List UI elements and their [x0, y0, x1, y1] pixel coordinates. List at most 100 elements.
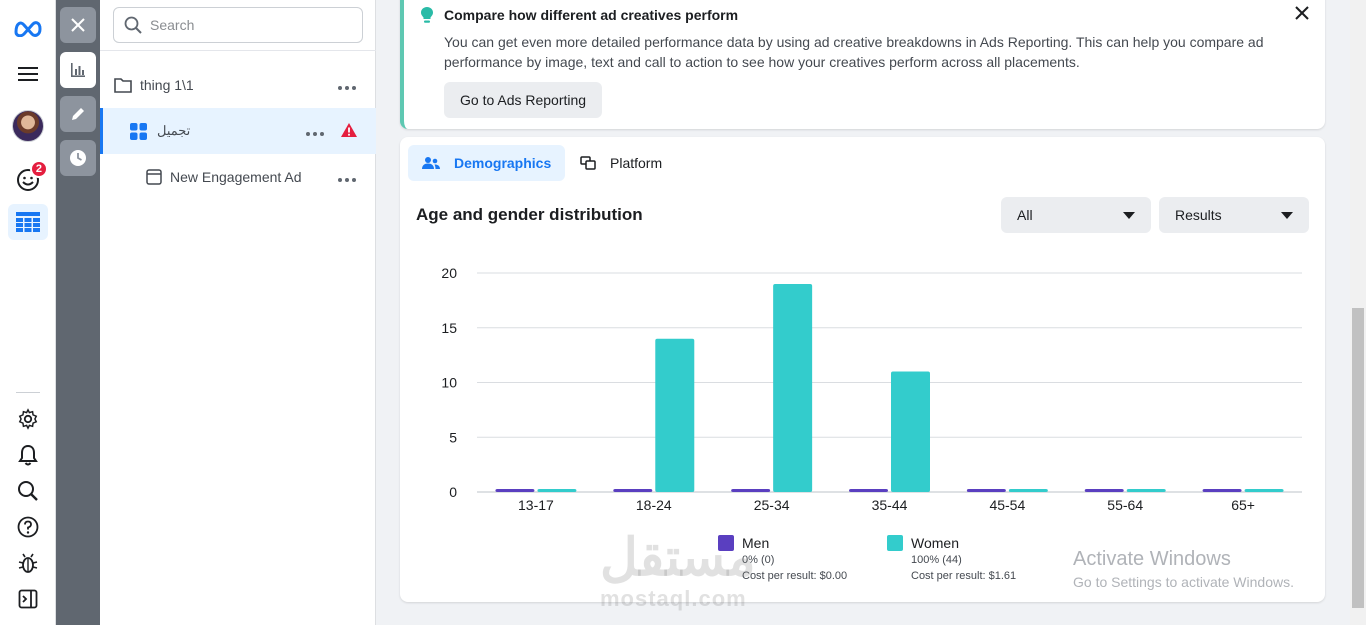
bar-men-65+ [1202, 489, 1242, 492]
main-content: Compare how different ad creatives perfo… [376, 0, 1350, 625]
hamburger-menu-icon[interactable] [8, 56, 48, 92]
folder-icon [114, 78, 132, 93]
platform-icon [580, 156, 596, 170]
page-scrollbar[interactable] [1350, 0, 1366, 625]
chart-title: Age and gender distribution [416, 205, 643, 224]
search-icon [124, 16, 142, 34]
bar-men-25-34 [731, 489, 771, 492]
search-box[interactable] [113, 7, 363, 43]
x-tick-label: 13-17 [518, 497, 554, 513]
bar-women-18-24 [655, 338, 695, 492]
lightbulb-icon [420, 6, 434, 29]
bar-men-55-64 [1084, 489, 1124, 492]
bell-icon[interactable] [8, 437, 48, 473]
bar-men-13-17 [495, 489, 535, 492]
notification-badge: 2 [29, 160, 48, 178]
rail-divider [16, 392, 40, 393]
legend-item-men: Men 0% (0) Cost per result: $0.00 [718, 534, 847, 584]
bar-women-65+ [1244, 489, 1284, 492]
bar-women-35-44 [891, 371, 930, 492]
search-input[interactable] [150, 17, 350, 33]
x-tick-label: 35-44 [872, 497, 908, 513]
breakdown-panel: Demographics Platform Age and gender dis… [400, 137, 1325, 602]
legend-cost: Cost per result: $1.61 [911, 570, 1017, 582]
tab-platform[interactable]: Platform [566, 145, 676, 181]
user-avatar[interactable] [8, 108, 48, 144]
close-icon[interactable] [60, 7, 96, 43]
metric-dropdown-value: Results [1175, 207, 1222, 223]
age-gender-bar-chart: 0 5 10 15 20 13-17 18-24 25-34 35-44 45-54 55-64 65… [441, 265, 1302, 513]
legend-swatch-men [718, 535, 734, 551]
y-tick-label: 10 [441, 375, 457, 391]
bar-women-25-34 [773, 283, 813, 492]
bug-icon[interactable] [8, 545, 48, 581]
filter-dropdown[interactable]: All [1001, 197, 1151, 233]
legend-swatch-women [887, 535, 903, 551]
ad-name: New Engagement Ad [170, 169, 302, 185]
settings-gear-icon[interactable] [8, 401, 48, 437]
global-nav-rail: 2 [0, 0, 56, 625]
caret-down-icon [1123, 211, 1135, 219]
pencil-icon[interactable] [60, 96, 96, 132]
editor-tool-rail [56, 0, 100, 625]
scrollbar-thumb[interactable] [1352, 308, 1364, 608]
y-tick-label: 5 [449, 429, 457, 445]
clock-icon[interactable] [60, 140, 96, 176]
tree-item-campaign[interactable]: thing 1\1 [100, 62, 376, 108]
filter-dropdown-value: All [1017, 207, 1033, 223]
bar-men-45-54 [966, 489, 1006, 492]
mostaql-watermark-arabic: مستقل [600, 529, 756, 587]
bar-chart-icon[interactable] [60, 52, 96, 88]
tip-card: Compare how different ad creatives perfo… [400, 0, 1325, 129]
mostaql-watermark: مستقل mostaql.com [600, 530, 756, 612]
tip-title: Compare how different ad creatives perfo… [444, 7, 739, 23]
campaign-name: thing 1\1 [140, 77, 194, 93]
close-icon[interactable] [1295, 6, 1309, 25]
legend-item-women: Women 100% (44) Cost per result: $1.61 [887, 534, 1016, 584]
campaign-tree-panel: thing 1\1 تجميل New Engagement Ad [100, 0, 376, 625]
meta-logo-icon[interactable] [8, 10, 48, 46]
bar-women-45-54 [1008, 489, 1048, 492]
adset-name: تجميل [157, 123, 191, 138]
help-icon[interactable] [8, 509, 48, 545]
bar-women-55-64 [1126, 489, 1166, 492]
legend-share: 100% (44) [911, 554, 962, 566]
people-icon [422, 157, 440, 169]
tree-item-ad[interactable]: New Engagement Ad [100, 154, 376, 200]
more-options-icon[interactable] [338, 169, 356, 185]
emoji-icon[interactable]: 2 [8, 160, 48, 198]
tree-divider [100, 50, 376, 51]
bar-men-35-44 [849, 489, 888, 492]
bar-women-13-17 [537, 489, 577, 492]
tab-demographics[interactable]: Demographics [408, 145, 566, 181]
legend-name: Men [742, 535, 770, 551]
y-tick-label: 20 [441, 265, 457, 281]
tab-demographics-label: Demographics [454, 155, 552, 171]
sidebar-toggle-icon[interactable] [8, 581, 48, 617]
tab-platform-label: Platform [610, 155, 663, 171]
x-tick-label: 45-54 [989, 497, 1025, 513]
x-tick-label: 55-64 [1107, 497, 1143, 513]
legend-cost: Cost per result: $0.00 [742, 570, 848, 582]
search-icon[interactable] [8, 473, 48, 509]
more-options-icon[interactable] [306, 123, 324, 139]
tree-item-adset[interactable]: تجميل [100, 108, 376, 154]
metric-dropdown[interactable]: Results [1159, 197, 1309, 233]
legend-name: Women [911, 535, 959, 551]
legend-share: 0% (0) [742, 554, 775, 566]
more-options-icon[interactable] [338, 77, 356, 93]
activate-windows-watermark: Activate Windows Go to Settings to activ… [1073, 548, 1294, 590]
grid-table-icon[interactable] [8, 204, 48, 240]
ad-set-grid-icon [130, 122, 147, 140]
x-tick-label: 25-34 [754, 497, 790, 513]
mostaql-watermark-latin: mostaql.com [600, 586, 747, 611]
warning-icon[interactable] [340, 122, 358, 141]
go-to-ads-reporting-button[interactable]: Go to Ads Reporting [444, 82, 603, 118]
caret-down-icon [1281, 211, 1293, 219]
ad-document-icon [146, 169, 162, 185]
watermark-subtitle: Go to Settings to activate Windows. [1073, 574, 1294, 590]
bar-men-18-24 [613, 489, 653, 492]
x-tick-label: 65+ [1231, 497, 1255, 513]
x-tick-label: 18-24 [636, 497, 672, 513]
